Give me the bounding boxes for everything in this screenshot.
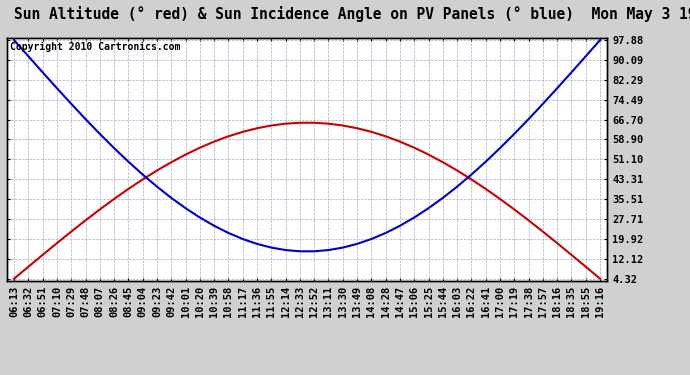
- Text: Sun Altitude (° red) & Sun Incidence Angle on PV Panels (° blue)  Mon May 3 19:2: Sun Altitude (° red) & Sun Incidence Ang…: [14, 6, 690, 22]
- Text: Copyright 2010 Cartronics.com: Copyright 2010 Cartronics.com: [10, 42, 180, 52]
